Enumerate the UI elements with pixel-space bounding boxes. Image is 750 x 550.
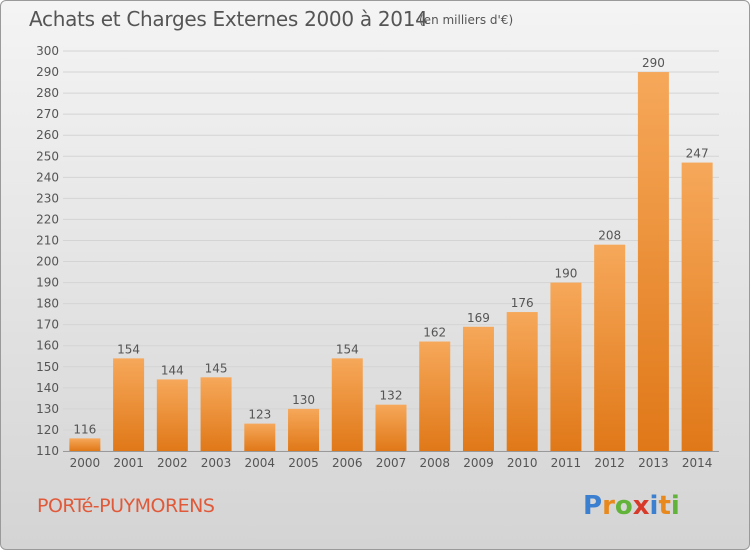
x-axis-labels: 2000 2001 2002 2003 2004 2005 2006 2007 2008 2009… <box>70 456 713 470</box>
x-tick-label-2010: 2010 <box>507 456 538 470</box>
y-tick-label: 270 <box>36 107 59 121</box>
chart-title: Achats et Charges Externes 2000 à 2014 <box>29 7 428 31</box>
commune-name: PORTé-PUYMORENS <box>37 495 215 517</box>
logo-letter: o <box>614 491 633 521</box>
value-label-2011: 190 <box>554 267 577 281</box>
x-tick-label-2003: 2003 <box>201 456 232 470</box>
y-tick-label: 120 <box>36 423 59 437</box>
x-tick-label-2008: 2008 <box>419 456 450 470</box>
bar-2005 <box>288 408 320 451</box>
value-label-2007: 132 <box>380 389 403 403</box>
bar-2004 <box>244 423 276 451</box>
x-tick-label-2002: 2002 <box>157 456 188 470</box>
x-tick-label-2013: 2013 <box>638 456 669 470</box>
value-label-2000: 116 <box>73 422 96 436</box>
logo-letter: i <box>670 491 680 521</box>
x-tick-label-2012: 2012 <box>594 456 625 470</box>
logo-letter: P <box>583 491 603 521</box>
bar-2013 <box>637 72 669 451</box>
bar-2011 <box>550 282 582 451</box>
x-tick-label-2014: 2014 <box>682 456 713 470</box>
x-tick-label-2001: 2001 <box>113 456 144 470</box>
bar-2009 <box>462 326 494 451</box>
y-axis-labels: 110 120 130 140 150 160 170 180 190 200 210 220 230 2… <box>36 44 59 458</box>
bar-2006 <box>331 358 363 451</box>
value-label-2008: 162 <box>423 326 446 340</box>
y-tick-label: 220 <box>36 212 59 226</box>
y-tick-label: 300 <box>36 44 59 58</box>
value-label-2003: 145 <box>205 361 228 375</box>
y-tick-label: 150 <box>36 360 59 374</box>
value-label-2004: 123 <box>248 408 271 422</box>
bar-2000 <box>69 438 101 451</box>
value-labels: 116 154 144 145 123 130 154 132 162 169 176 190 208 2… <box>73 56 708 436</box>
value-label-2002: 144 <box>161 363 184 377</box>
value-label-2010: 176 <box>511 296 534 310</box>
logo-letter: x <box>632 491 650 521</box>
bar-2002 <box>156 379 188 451</box>
value-label-2014: 247 <box>686 147 709 161</box>
x-tick-label-2007: 2007 <box>376 456 407 470</box>
y-tick-label: 110 <box>36 444 59 458</box>
y-tick-label: 200 <box>36 255 59 269</box>
bar-2014 <box>681 162 713 451</box>
y-tick-label: 170 <box>36 318 59 332</box>
chart-subtitle: (en milliers d'€) <box>419 13 514 27</box>
x-tick-label-2000: 2000 <box>70 456 101 470</box>
y-tick-label: 180 <box>36 297 59 311</box>
value-label-2009: 169 <box>467 311 490 325</box>
y-tick-label: 190 <box>36 276 59 290</box>
y-tick-label: 240 <box>36 170 59 184</box>
logo-letter: t <box>658 491 671 521</box>
bar-2008 <box>419 341 451 451</box>
value-label-2005: 130 <box>292 393 315 407</box>
bar-2001 <box>113 358 145 451</box>
bar-2003 <box>200 377 232 451</box>
y-tick-label: 290 <box>36 65 59 79</box>
y-tick-label: 160 <box>36 339 59 353</box>
y-tick-label: 210 <box>36 233 59 247</box>
x-tick-label-2011: 2011 <box>551 456 582 470</box>
value-label-2006: 154 <box>336 342 359 356</box>
y-tick-label: 140 <box>36 381 59 395</box>
bars <box>69 72 713 451</box>
y-tick-label: 260 <box>36 128 59 142</box>
value-label-2001: 154 <box>117 342 140 356</box>
proxiti-logo[interactable]: Proxiti <box>583 491 680 521</box>
y-tick-label: 230 <box>36 191 59 205</box>
y-tick-label: 250 <box>36 149 59 163</box>
value-label-2013: 290 <box>642 56 665 70</box>
bar-2007 <box>375 404 407 451</box>
logo-letter: r <box>602 491 615 521</box>
logo-letter: i <box>649 491 659 521</box>
x-tick-label-2009: 2009 <box>463 456 494 470</box>
x-tick-label-2006: 2006 <box>332 456 363 470</box>
y-tick-label: 130 <box>36 402 59 416</box>
y-tick-label: 280 <box>36 86 59 100</box>
value-label-2012: 208 <box>598 229 621 243</box>
bar-2012 <box>594 244 626 451</box>
x-tick-label-2005: 2005 <box>288 456 319 470</box>
x-tick-label-2004: 2004 <box>245 456 276 470</box>
bar-2010 <box>506 312 538 451</box>
